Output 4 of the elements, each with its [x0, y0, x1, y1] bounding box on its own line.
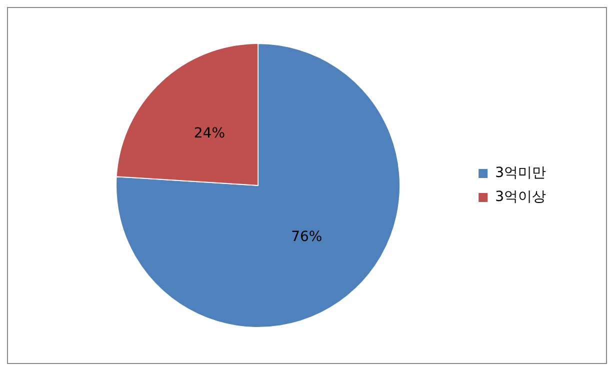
data-label: 76%	[291, 228, 322, 245]
legend-label: 3억미만	[495, 165, 546, 182]
legend-label: 3억이상	[495, 189, 546, 206]
data-label: 24%	[194, 125, 226, 142]
